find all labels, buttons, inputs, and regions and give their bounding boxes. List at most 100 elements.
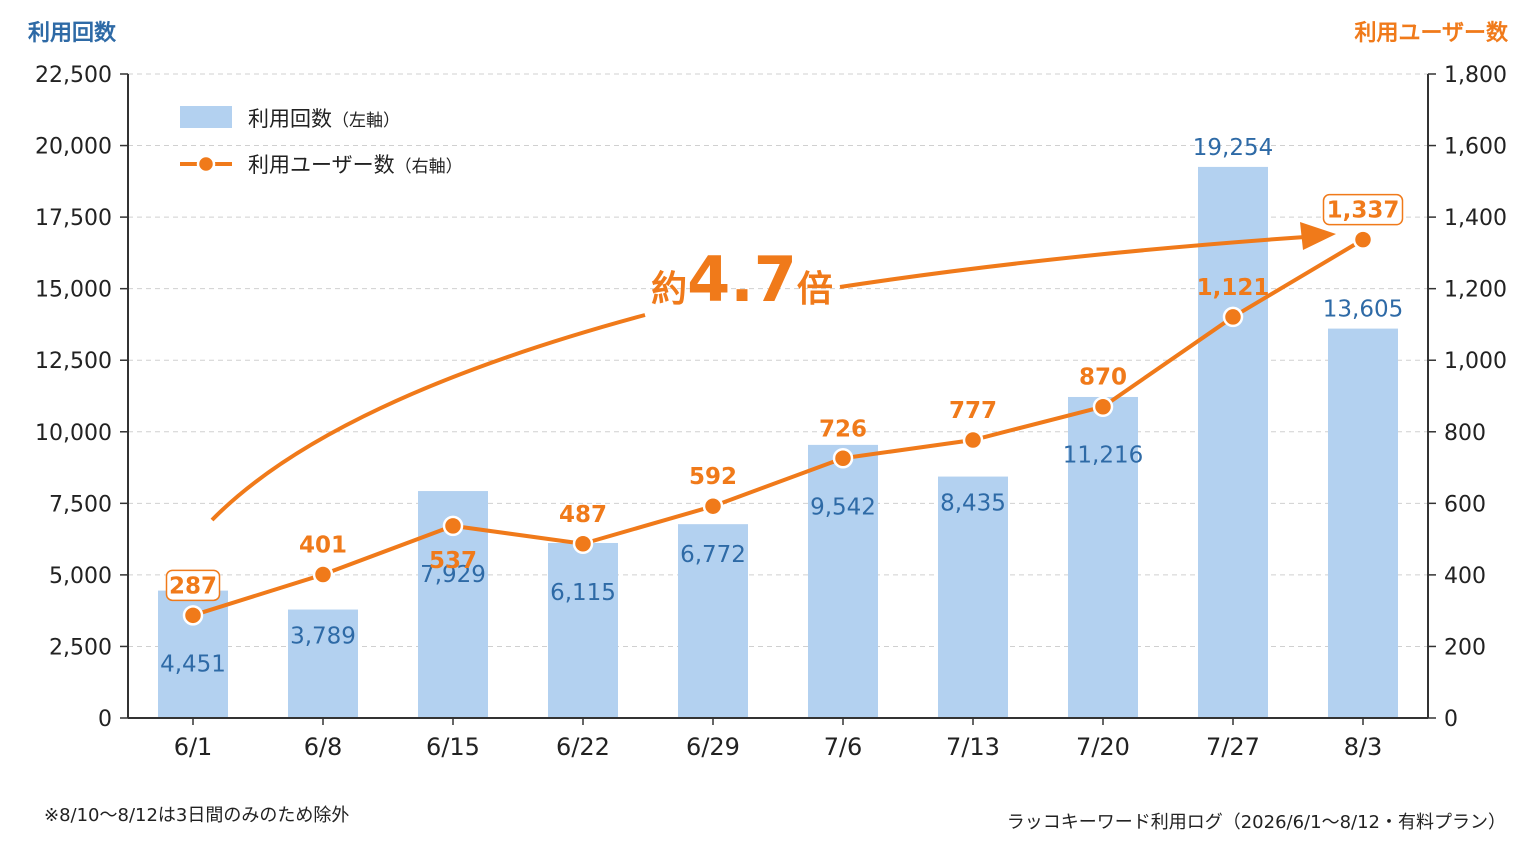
bar-data-label: 13,605 [1323,297,1403,323]
x-tick-label: 7/13 [946,733,1000,761]
y-right-tick-label: 1,600 [1444,135,1507,160]
y-right-tick-label: 600 [1444,492,1486,517]
bar [678,524,748,718]
footnote: ※8/10〜8/12は3日間のみのため除外 [44,805,349,826]
bar [288,609,358,718]
bar [1068,396,1138,718]
legend: 利用回数（左軸） 利用ユーザー数（右軸） [180,106,463,177]
bar-data-label: 7,929 [420,562,486,588]
growth-annotation: 約4.7倍 [210,222,1336,522]
bar-data-label: 11,216 [1063,443,1143,469]
bar [938,476,1008,718]
line-point [1352,229,1374,250]
x-tick-label: 6/1 [174,733,213,761]
source-note: ラッコキーワード利用ログ（2026/6/1〜8/12・有料プラン） [1007,812,1506,833]
line-data-label: 1,337 [1327,198,1400,224]
y-right-tick-label: 0 [1444,707,1458,732]
line-label-box [165,569,221,602]
x-tick-label: 8/3 [1344,733,1383,761]
line-data-label: 537 [429,548,477,574]
y-right-tick-label: 1,800 [1444,63,1507,88]
line-point [702,495,724,517]
x-tick-label: 7/6 [824,733,863,761]
legend-bar-suffix: （左軸） [332,111,400,131]
y-right-tick-label: 1,400 [1444,206,1507,231]
y-left-tick-label: 10,000 [35,421,112,446]
bar [548,542,618,718]
legend-bar-label: 利用回数（左軸） [248,107,400,131]
y-right-tick-label: 1,200 [1444,278,1507,303]
bar-data-label: 19,254 [1193,135,1273,161]
y-left-tick-label: 22,500 [35,63,112,88]
growth-annotation-prefix: 約 [651,269,687,310]
y-left-tick-label: 17,500 [35,206,112,231]
y-left-tick-label: 5,000 [49,564,112,589]
bar-data-label: 8,435 [940,491,1006,517]
legend-line-name: 利用ユーザー数 [248,153,395,177]
line-point [442,515,464,537]
line-point [182,605,204,626]
legend-bar-swatch [180,106,232,128]
line-series [182,229,1374,626]
line-data-labels: 287 401 537 487 592 726 777 870 1,121 1,337 [165,193,1404,602]
bar [808,444,878,718]
y-left-tick-label: 15,000 [35,278,112,303]
bar-data-label: 6,115 [550,580,616,606]
bar-data-label: 9,542 [810,494,876,520]
bar-data-labels: 4,451 3,789 7,929 6,115 6,772 9,542 8,435 11,21… [160,135,1403,677]
y-right-tick-label: 200 [1444,635,1486,660]
growth-annotation-value: 4.7 [687,243,797,316]
line-point [832,448,854,469]
y-right-tick-label: 800 [1444,421,1486,446]
line-data-label: 1,121 [1197,275,1270,301]
line-point [572,533,594,555]
legend-line-label: 利用ユーザー数（右軸） [248,153,463,177]
x-tick-label: 6/29 [686,733,740,761]
growth-arrow-right [839,235,1306,289]
x-ticks: 6/1 6/8 6/15 6/22 6/29 7/6 7/13 7/20 7/27 8/3 [174,718,1383,761]
y-left-tick-label: 12,500 [35,349,112,374]
x-tick-label: 7/20 [1076,733,1130,761]
y-left-tick-label: 20,000 [35,135,112,160]
bar [1328,328,1398,718]
x-tick-label: 6/8 [304,733,343,761]
axes [127,74,1429,719]
legend-line-suffix: （右軸） [395,157,463,177]
line-point [1222,306,1244,328]
line-point [312,564,334,585]
y-left-tick-label: 7,500 [49,492,112,517]
bar-series [158,166,1398,719]
growth-arrow-left [210,313,646,522]
y-right-tick-label: 400 [1444,564,1486,589]
line-point [962,429,984,451]
line-data-label: 487 [559,502,607,528]
y-left-axis-title: 利用回数 [28,20,117,46]
x-tick-label: 7/27 [1206,733,1260,761]
line-data-label: 287 [169,573,217,599]
bar [1198,166,1268,719]
y-left-ticks: 0 2,500 5,000 7,500 10,000 12,500 15,000 17,500… [35,63,128,732]
line-data-label: 726 [819,416,867,442]
bar-data-label: 3,789 [290,624,356,650]
line-point [1092,396,1114,417]
growth-annotation-text: 約4.7倍 [651,243,833,316]
line-data-label: 592 [689,464,737,490]
line-data-label: 870 [1079,365,1127,391]
x-tick-label: 6/15 [426,733,480,761]
legend-bar-name: 利用回数 [248,107,332,131]
y-left-tick-label: 2,500 [49,635,112,660]
line-data-label: 401 [299,533,347,559]
line-label-box [1322,193,1404,226]
y-left-tick-label: 0 [98,707,112,732]
growth-annotation-suffix: 倍 [797,269,833,310]
line-path [192,237,1365,618]
x-tick-label: 6/22 [556,733,610,761]
legend-line-marker [196,154,216,174]
y-right-ticks: 0 200 400 600 800 1,000 1,200 1,400 1,600 1,800 [1428,63,1507,732]
line-data-label: 777 [949,398,997,424]
growth-arrow-head [1300,222,1336,250]
bar-data-label: 6,772 [680,542,746,568]
y-right-axis-title: 利用ユーザー数 [1354,20,1509,46]
y-right-tick-label: 1,000 [1444,349,1507,374]
